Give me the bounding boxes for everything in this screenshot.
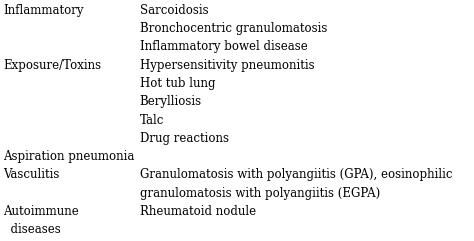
- Text: Vasculitis: Vasculitis: [3, 168, 60, 181]
- Text: Berylliosis: Berylliosis: [140, 95, 202, 108]
- Text: Rheumatoid nodule: Rheumatoid nodule: [140, 205, 256, 218]
- Text: Bronchocentric granulomatosis: Bronchocentric granulomatosis: [140, 22, 327, 35]
- Text: Inflammatory: Inflammatory: [3, 4, 84, 17]
- Text: Inflammatory bowel disease: Inflammatory bowel disease: [140, 40, 308, 53]
- Text: Hot tub lung: Hot tub lung: [140, 77, 215, 90]
- Text: Drug reactions: Drug reactions: [140, 132, 229, 145]
- Text: Aspiration pneumonia: Aspiration pneumonia: [3, 150, 135, 163]
- Text: Hypersensitivity pneumonitis: Hypersensitivity pneumonitis: [140, 59, 314, 72]
- Text: Sarcoidosis: Sarcoidosis: [140, 4, 209, 17]
- Text: Talc: Talc: [140, 114, 164, 127]
- Text: Autoimmune: Autoimmune: [3, 205, 79, 218]
- Text: Exposure/Toxins: Exposure/Toxins: [3, 59, 101, 72]
- Text: granulomatosis with polyangiitis (EGPA): granulomatosis with polyangiitis (EGPA): [140, 187, 380, 200]
- Text: Granulomatosis with polyangiitis (GPA), eosinophilic: Granulomatosis with polyangiitis (GPA), …: [140, 168, 452, 181]
- Text: diseases: diseases: [3, 223, 61, 236]
